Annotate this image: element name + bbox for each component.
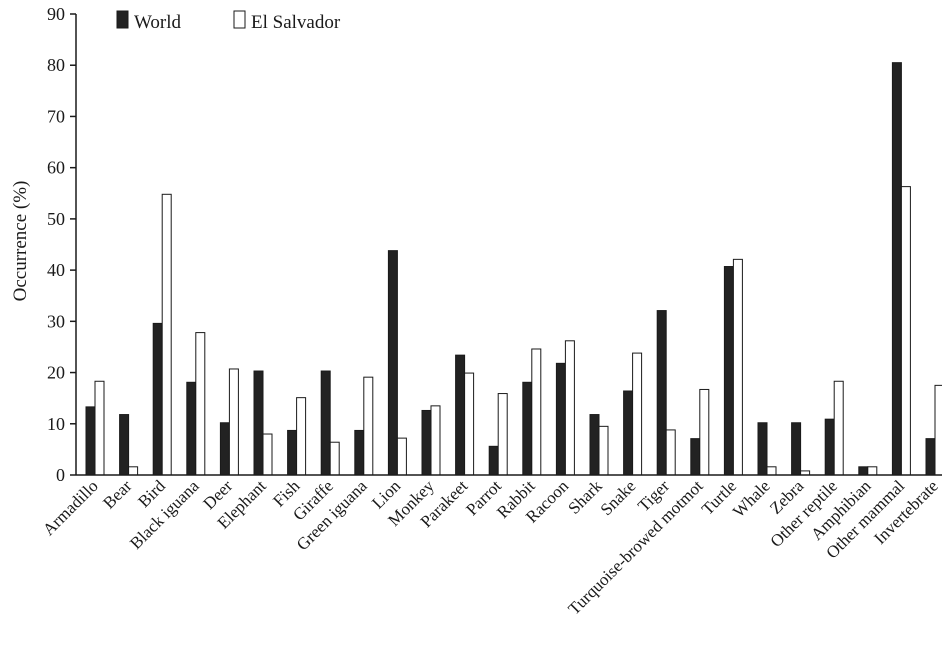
bar-world-other-reptile bbox=[824, 418, 835, 476]
bar-el-salvador-racoon bbox=[564, 340, 575, 476]
bar-el-salvador-other-reptile bbox=[833, 380, 844, 476]
bar-el-salvador-turquoise-browed-motmot bbox=[699, 388, 710, 476]
bar-el-salvador-monkey bbox=[430, 405, 441, 476]
bar-el-salvador-lion bbox=[396, 437, 407, 476]
bar-el-salvador-shark bbox=[598, 425, 609, 476]
bar-world-amphibian bbox=[858, 466, 869, 476]
y-tick-label: 70 bbox=[47, 106, 65, 126]
y-tick-label: 10 bbox=[47, 414, 65, 434]
axes-layer bbox=[75, 14, 942, 476]
bar-el-salvador-giraffe bbox=[329, 441, 340, 476]
bar-el-salvador-turtle bbox=[732, 258, 743, 476]
x-category-label: Snake bbox=[597, 476, 640, 519]
bar-world-whale bbox=[757, 422, 768, 476]
legend-swatch-el-salvador bbox=[233, 10, 246, 29]
bar-world-rabbit bbox=[522, 381, 533, 476]
bar-world-invertebrate bbox=[925, 438, 936, 476]
bar-world-fish bbox=[287, 429, 298, 476]
legend-item-el-salvador: El Salvador bbox=[233, 10, 341, 33]
bars-layer bbox=[85, 62, 942, 476]
bar-el-salvador-snake bbox=[632, 352, 643, 476]
legend-label-world: World bbox=[134, 12, 182, 33]
bar-el-salvador-deer bbox=[228, 368, 239, 476]
bar-world-zebra bbox=[791, 422, 802, 476]
legend-swatch-world bbox=[116, 10, 129, 29]
bar-el-salvador-other-mammal bbox=[900, 186, 911, 476]
bar-world-turquoise-browed-motmot bbox=[690, 438, 701, 476]
y-ticks: 0 10 20 30 40 50 60 70 80 90 bbox=[47, 4, 76, 485]
y-tick-label: 90 bbox=[47, 4, 65, 24]
x-category-label: Armadillo bbox=[39, 476, 102, 539]
bar-world-monkey bbox=[421, 409, 432, 476]
bar-world-bear bbox=[119, 414, 130, 476]
y-tick-label: 0 bbox=[56, 465, 65, 485]
bar-world-racoon bbox=[555, 362, 566, 476]
bar-el-salvador-green-iguana bbox=[363, 376, 374, 476]
legend-item-world: World bbox=[116, 10, 182, 33]
bar-world-bird bbox=[152, 322, 163, 476]
y-axis-title: Occurrence (%) bbox=[10, 181, 31, 302]
legend: World El Salvador bbox=[116, 10, 341, 33]
x-category-label: Bear bbox=[99, 476, 135, 512]
x-category-label: Shark bbox=[564, 476, 606, 518]
bar-el-salvador-parakeet bbox=[464, 372, 475, 476]
bar-el-salvador-whale bbox=[766, 466, 777, 476]
y-tick-label: 80 bbox=[47, 55, 65, 75]
bar-el-salvador-bird bbox=[161, 193, 172, 476]
bar-el-salvador-rabbit bbox=[531, 348, 542, 476]
bar-world-deer bbox=[219, 422, 230, 476]
bar-world-other-mammal bbox=[891, 62, 902, 476]
bar-world-elephant bbox=[253, 370, 264, 476]
y-tick-label: 30 bbox=[47, 311, 65, 331]
bar-world-black-iguana bbox=[186, 381, 197, 476]
bar-world-turtle bbox=[723, 266, 734, 476]
bar-world-shark bbox=[589, 414, 600, 476]
bar-el-salvador-elephant bbox=[262, 433, 273, 476]
bar-el-salvador-black-iguana bbox=[195, 332, 206, 476]
bar-world-tiger bbox=[656, 310, 667, 476]
legend-label-el-salvador: El Salvador bbox=[251, 12, 341, 33]
y-tick-label: 20 bbox=[47, 363, 65, 383]
y-tick-label: 50 bbox=[47, 209, 65, 229]
bar-el-salvador-armadillo bbox=[94, 380, 105, 476]
bar-world-giraffe bbox=[320, 370, 331, 476]
bar-world-lion bbox=[387, 250, 398, 476]
bar-el-salvador-tiger bbox=[665, 429, 676, 476]
bar-world-parrot bbox=[488, 445, 499, 476]
bar-world-armadillo bbox=[85, 406, 96, 476]
bar-el-salvador-parrot bbox=[497, 393, 508, 476]
bar-world-parakeet bbox=[455, 354, 466, 476]
bar-el-salvador-invertebrate bbox=[934, 384, 942, 476]
bar-el-salvador-amphibian bbox=[867, 466, 878, 476]
y-tick-label: 60 bbox=[47, 158, 65, 178]
y-tick-label: 40 bbox=[47, 260, 65, 280]
bar-el-salvador-bear bbox=[128, 466, 139, 476]
bar-world-green-iguana bbox=[354, 429, 365, 476]
bar-el-salvador-fish bbox=[296, 397, 307, 476]
x-category-label: Whale bbox=[729, 476, 774, 521]
bar-world-snake bbox=[623, 390, 634, 476]
